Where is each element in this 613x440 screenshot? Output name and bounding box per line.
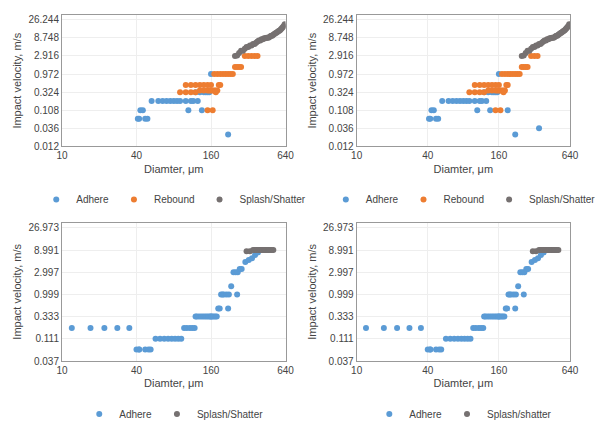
svg-text:Diamter, μm: Diamter, μm: [144, 163, 204, 175]
svg-text:0.111: 0.111: [330, 333, 354, 344]
svg-text:40: 40: [422, 365, 434, 376]
svg-text:160: 160: [203, 150, 220, 161]
svg-text:0.012: 0.012: [34, 141, 59, 152]
svg-text:Splash/Shatter: Splash/Shatter: [197, 409, 263, 420]
svg-text:40: 40: [131, 365, 143, 376]
svg-text:2.997: 2.997: [329, 267, 354, 278]
svg-text:40: 40: [131, 150, 143, 161]
svg-text:8.748: 8.748: [329, 32, 354, 43]
svg-text:0.108: 0.108: [329, 105, 354, 116]
svg-text:10: 10: [56, 150, 68, 161]
svg-text:640: 640: [277, 365, 294, 376]
svg-text:0.324: 0.324: [34, 87, 59, 98]
svg-text:0.333: 0.333: [34, 311, 59, 322]
svg-text:160: 160: [203, 365, 220, 376]
svg-text:Splash/shatter: Splash/shatter: [487, 409, 552, 420]
svg-text:2.997: 2.997: [34, 267, 59, 278]
svg-text:0.333: 0.333: [329, 311, 354, 322]
svg-text:Impact velocity, m/s: Impact velocity, m/s: [306, 243, 318, 339]
svg-text:10: 10: [351, 365, 363, 376]
svg-text:Adhere: Adhere: [76, 194, 109, 205]
svg-text:8.991: 8.991: [34, 245, 59, 256]
svg-text:Splash/Shatter: Splash/Shatter: [529, 194, 595, 205]
svg-text:8.991: 8.991: [329, 245, 354, 256]
svg-text:Impact velocity, m/s: Impact velocity, m/s: [306, 32, 318, 128]
svg-text:0.972: 0.972: [329, 69, 354, 80]
svg-text:8.748: 8.748: [34, 32, 59, 43]
svg-text:0.108: 0.108: [34, 105, 59, 116]
svg-text:Rebound: Rebound: [154, 194, 195, 205]
svg-text:Diamter, μm: Diamter, μm: [434, 377, 494, 389]
svg-text:10: 10: [351, 150, 363, 161]
svg-text:Diamter, μm: Diamter, μm: [434, 163, 494, 175]
svg-text:Splash/Shatter: Splash/Shatter: [240, 194, 306, 205]
svg-text:0.972: 0.972: [34, 69, 59, 80]
svg-text:Adhere: Adhere: [119, 409, 152, 420]
svg-text:0.111: 0.111: [35, 333, 59, 344]
svg-text:640: 640: [562, 365, 579, 376]
svg-text:26.244: 26.244: [28, 14, 59, 25]
svg-text:40: 40: [422, 150, 434, 161]
svg-text:2.916: 2.916: [329, 50, 354, 61]
svg-text:Rebound: Rebound: [444, 194, 485, 205]
svg-text:0.037: 0.037: [34, 356, 59, 367]
svg-text:0.999: 0.999: [34, 289, 59, 300]
svg-text:Impact velocity, m/s: Impact velocity, m/s: [11, 243, 23, 339]
svg-text:0.037: 0.037: [329, 356, 354, 367]
svg-text:160: 160: [491, 365, 508, 376]
svg-text:0.999: 0.999: [329, 289, 354, 300]
svg-text:Impact velocity, m/s: Impact velocity, m/s: [11, 32, 23, 128]
svg-text:Adhere: Adhere: [366, 194, 399, 205]
svg-text:26.244: 26.244: [323, 14, 354, 25]
svg-text:10: 10: [56, 365, 68, 376]
svg-text:Adhere: Adhere: [409, 409, 442, 420]
svg-text:640: 640: [277, 150, 294, 161]
svg-text:0.036: 0.036: [34, 123, 59, 134]
svg-text:26.973: 26.973: [323, 222, 354, 233]
svg-text:0.012: 0.012: [329, 141, 354, 152]
svg-text:0.324: 0.324: [329, 87, 354, 98]
svg-text:26.973: 26.973: [28, 222, 59, 233]
svg-text:2.916: 2.916: [34, 50, 59, 61]
svg-text:640: 640: [562, 150, 579, 161]
svg-text:0.036: 0.036: [329, 123, 354, 134]
svg-text:Diamter, μm: Diamter, μm: [144, 377, 204, 389]
svg-text:160: 160: [491, 150, 508, 161]
